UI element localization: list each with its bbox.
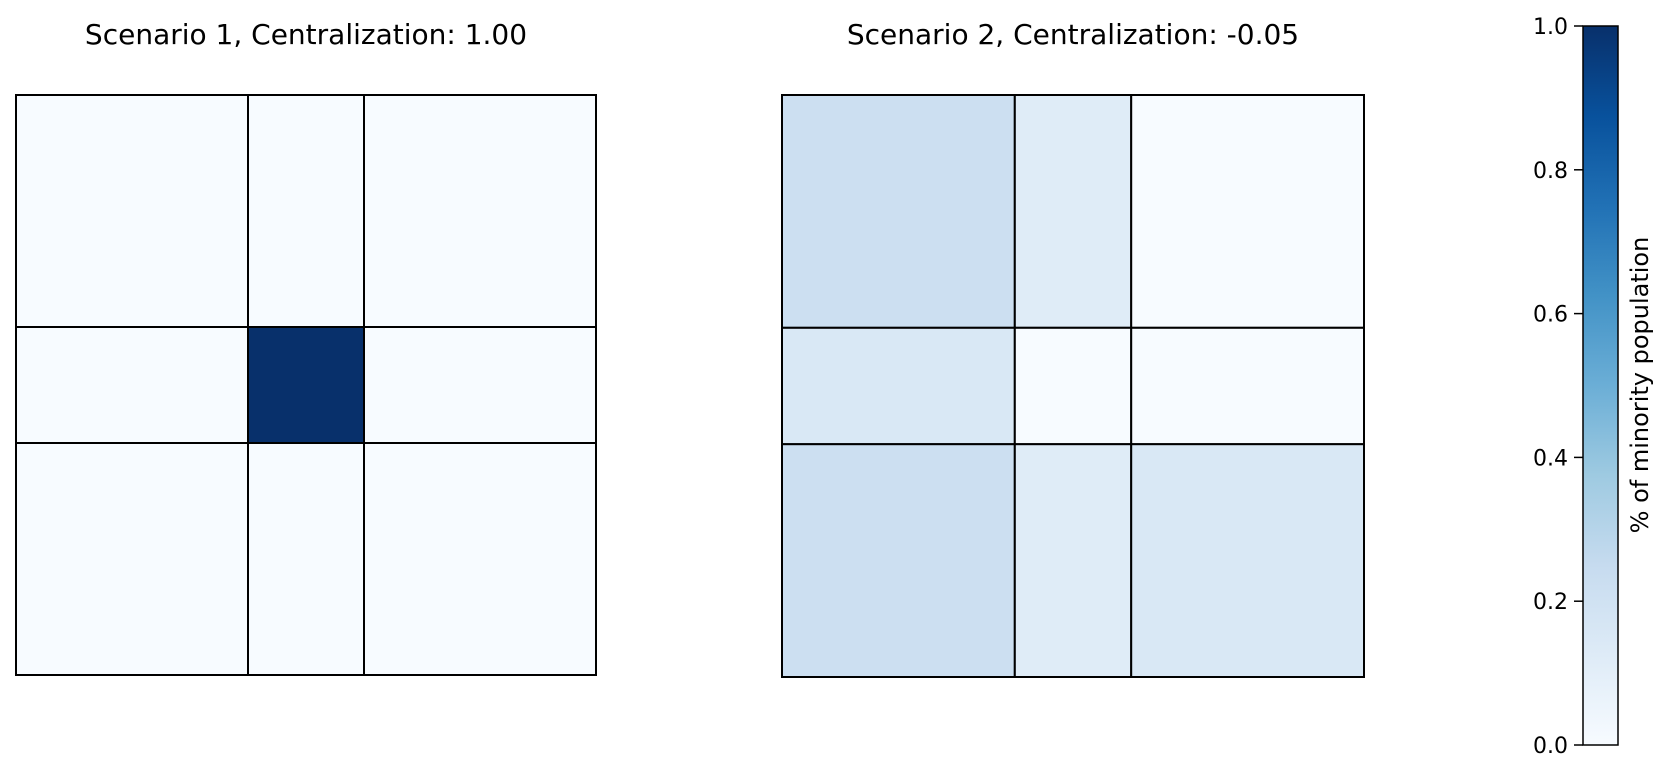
scenario-2-title: Scenario 2, Centralization: -0.05: [846, 18, 1300, 51]
scenario-1-cell-r0-c1: [247, 94, 365, 328]
colorbar-tick-label: 0.2: [1533, 590, 1568, 615]
colorbar-tick-label: 0.8: [1533, 159, 1568, 184]
scenario-2-cell-r0-c0: [781, 94, 1016, 329]
scenario-2-cell-r0-c2: [1130, 94, 1365, 329]
scenario-2-cell-r2-c2: [1130, 443, 1365, 679]
scenario-1-cell-r1-c2: [363, 326, 597, 444]
scenario-1-cell-r0-c2: [363, 94, 597, 328]
scenario-2-cell-r1-c0: [781, 326, 1016, 446]
scenario-1-cell-r2-c2: [363, 442, 597, 676]
colorbar-tick-label: 1.0: [1533, 15, 1568, 40]
colorbar: 0.0 0.2 0.4 0.6 0.8 1.0 % of minority populati…: [1533, 15, 1654, 759]
scenario-1-cell-r0-c0: [15, 94, 249, 328]
scenario-1-cell-r2-c1: [247, 442, 365, 676]
scenario-2-cell-r2-c1: [1013, 443, 1133, 679]
scenario-2-cell-r2-c0: [781, 443, 1016, 679]
scenario-2-cell-r1-c1: [1013, 326, 1133, 446]
colorbar-gradient: [1582, 25, 1619, 746]
scenario-1-title: Scenario 1, Centralization: 1.00: [84, 18, 528, 51]
scenario-1-cell-r1-c1: [247, 326, 365, 444]
colorbar-label: % of minority population: [1626, 237, 1654, 534]
scenario-1-cell-r2-c0: [15, 442, 249, 676]
colorbar-tick-label: 0.4: [1533, 446, 1568, 471]
colorbar-tick-label: 0.0: [1533, 734, 1568, 759]
scenario-1-grid: [15, 94, 597, 676]
scenario-2-grid: [781, 94, 1365, 679]
colorbar-tick-label: 0.6: [1533, 303, 1568, 328]
scenario-2-cell-r1-c2: [1130, 326, 1365, 446]
scenario-2-cell-r0-c1: [1013, 94, 1133, 329]
scenario-1-cell-r1-c0: [15, 326, 249, 444]
